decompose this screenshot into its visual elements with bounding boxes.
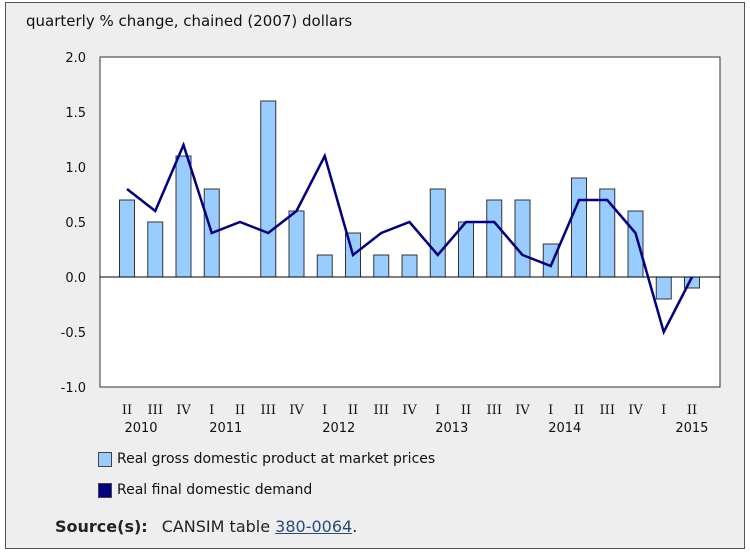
x-tick-label: I: [661, 403, 666, 418]
bar-gdp: [571, 177, 587, 278]
x-tick-label: III: [261, 403, 276, 418]
x-year-label: 2011: [209, 421, 242, 436]
x-year-label: 2012: [322, 421, 355, 436]
source-end: .: [352, 517, 358, 536]
x-tick-label: IV: [289, 403, 304, 418]
y-tick-label: 1.5: [65, 106, 86, 121]
x-tick-label: IV: [176, 403, 191, 418]
source-label: Source(s):: [55, 517, 148, 536]
x-tick-label: I: [548, 403, 553, 418]
bar-gdp: [316, 254, 333, 278]
legend-label-demand: Real final domestic demand: [117, 482, 313, 498]
x-year-label: 2014: [548, 421, 581, 436]
source-text: CANSIM table: [161, 517, 276, 536]
x-tick-label: II: [687, 403, 697, 418]
x-tick-label: I: [209, 403, 214, 418]
x-tick-label: I: [322, 403, 327, 418]
legend-item-demand: Real final domestic demand: [98, 482, 312, 498]
x-tick-label: II: [122, 403, 132, 418]
y-tick-label: 1.0: [65, 161, 86, 176]
bar-gdp: [486, 199, 503, 278]
bar-gdp: [514, 199, 531, 278]
bar-gdp: [175, 155, 192, 278]
bar-gdp: [458, 221, 474, 278]
legend-swatch-gdp: [98, 451, 112, 467]
x-tick-label: III: [374, 403, 389, 418]
y-tick-label: -1.0: [61, 381, 86, 396]
chart-title: quarterly % change, chained (2007) dolla…: [26, 12, 353, 30]
x-tick-label: II: [461, 403, 471, 418]
bar-gdp: [373, 254, 390, 278]
x-tick-label: IV: [628, 403, 643, 418]
x-tick-label: III: [148, 403, 163, 418]
bar-gdp: [147, 221, 164, 278]
x-year-label: 2010: [124, 421, 157, 436]
x-tick-label: IV: [515, 403, 530, 418]
y-tick-label: 2.0: [65, 51, 86, 66]
x-year-label: 2015: [675, 421, 708, 436]
source-link[interactable]: 380-0064: [275, 517, 353, 536]
line-demand: [126, 141, 694, 336]
bar-gdp: [599, 188, 616, 278]
x-tick-label: III: [487, 403, 502, 418]
bar-gdp: [260, 100, 277, 278]
bar-gdp: [655, 276, 672, 300]
x-tick-label: II: [348, 403, 358, 418]
bar-gdp: [542, 243, 559, 278]
x-tick-label: II: [235, 403, 245, 418]
x-tick-label: III: [600, 403, 615, 418]
bar-gdp: [429, 188, 446, 278]
bar-gdp: [401, 254, 418, 278]
bar-gdp: [288, 210, 305, 278]
y-tick-label: -0.5: [61, 326, 86, 341]
source-line: Source(s): CANSIM table 380-0064.: [55, 517, 357, 536]
legend-swatch-demand: [98, 482, 112, 498]
y-tick-label: 0.5: [65, 216, 86, 231]
bar-gdp: [119, 199, 135, 278]
x-tick-label: IV: [402, 403, 417, 418]
x-year-label: 2013: [435, 421, 468, 436]
x-tick-label: II: [574, 403, 584, 418]
legend-label-gdp: Real gross domestic product at market pr…: [117, 451, 436, 467]
y-tick-label: 0.0: [65, 271, 86, 286]
bar-gdp: [627, 210, 644, 278]
x-tick-label: I: [435, 403, 440, 418]
legend-item-gdp: Real gross domestic product at market pr…: [98, 451, 435, 467]
